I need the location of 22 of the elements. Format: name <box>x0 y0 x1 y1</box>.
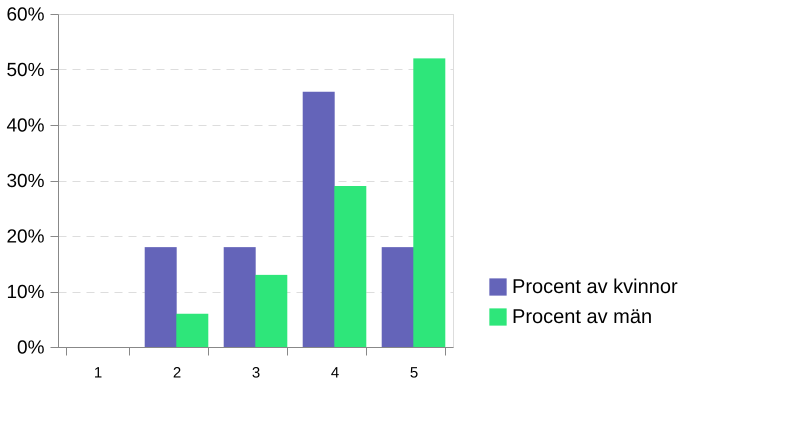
x-tick-label: 5 <box>410 364 418 382</box>
y-tick-label: 20% <box>6 226 45 248</box>
bar <box>413 58 446 347</box>
legend-label: Procent av kvinnor <box>512 276 678 298</box>
bar <box>224 247 256 347</box>
bar <box>144 247 177 347</box>
y-tick-label: 40% <box>6 116 45 136</box>
bar <box>255 274 288 347</box>
y-tick-label: 0% <box>17 338 45 358</box>
bar <box>176 314 208 347</box>
x-tick-label: 1 <box>94 364 102 382</box>
y-tick-label: 30% <box>6 171 45 192</box>
bar <box>334 186 366 347</box>
bar <box>302 92 335 347</box>
x-tick-label: 2 <box>172 364 182 382</box>
legend-label: Procent av män <box>512 306 652 328</box>
bar <box>382 247 414 347</box>
x-tick-label: 3 <box>252 364 260 382</box>
y-tick-label: 60% <box>6 4 45 26</box>
y-tick-label: 50% <box>6 60 45 81</box>
y-tick-label: 10% <box>6 282 45 303</box>
x-tick-label: 4 <box>330 364 340 382</box>
